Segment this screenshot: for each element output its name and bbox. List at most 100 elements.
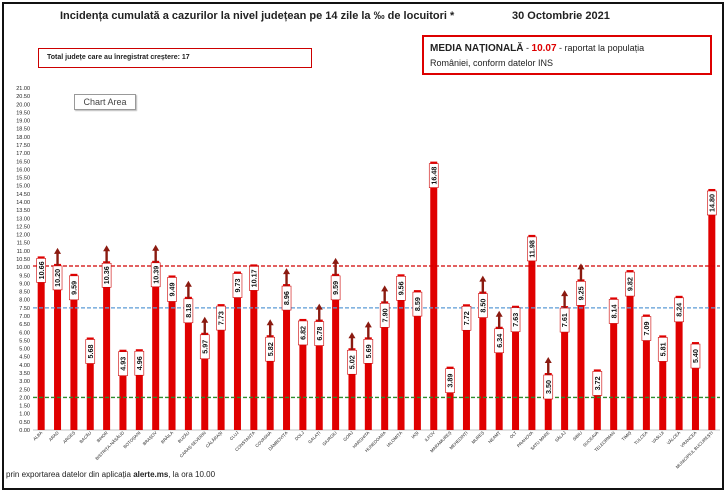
data-label: 3.72 (592, 371, 603, 396)
bar (544, 373, 552, 430)
category-label: DOLJ (294, 430, 305, 441)
bar (462, 304, 470, 430)
data-label-text: 7.90 (380, 308, 389, 322)
data-label-box (167, 277, 177, 302)
category-label: BISTRIȚA-NĂSĂUD (94, 430, 125, 461)
bar (512, 305, 520, 430)
data-label-box (396, 276, 406, 301)
data-label: 9.49 (167, 277, 177, 302)
data-label-text: 9.25 (577, 286, 586, 300)
data-label: 16.48 (428, 163, 439, 188)
data-label-box (134, 350, 145, 376)
data-label-text: 8.14 (609, 304, 618, 318)
y-tick-label: 12.00 (16, 233, 30, 239)
y-tick-label: 20.50 (16, 94, 30, 100)
data-label: 8.96 (281, 285, 292, 311)
y-tick-label: 10.50 (16, 257, 30, 263)
increase-arrow-head (283, 268, 291, 275)
category-label: BRAȘOV (142, 430, 158, 446)
bar (217, 304, 225, 430)
y-tick-label: 5.00 (19, 347, 30, 353)
data-label: 5.68 (85, 339, 96, 364)
data-label: 8.14 (608, 299, 619, 324)
data-label-box (363, 339, 374, 364)
data-label-box (36, 258, 46, 283)
category-label: ARGEȘ (62, 430, 76, 444)
data-label-text: 6.82 (298, 326, 307, 340)
bar (397, 274, 405, 430)
data-label: 7.61 (559, 307, 570, 333)
increase-arrow-head (332, 257, 340, 264)
data-label-text: 8.96 (282, 291, 291, 305)
data-label: 4.96 (134, 350, 145, 376)
data-label-text: 10.36 (102, 266, 111, 284)
data-label-text: 5.81 (658, 342, 667, 356)
bar (659, 335, 667, 430)
chart-title: Incidența cumulată a cazurilor la nivel … (60, 10, 455, 22)
increase-arrow-head (54, 247, 62, 254)
data-label-box (281, 285, 292, 311)
bar (119, 349, 127, 430)
category-label: BIHOR (96, 430, 109, 443)
national-average-source: României, conform datelor INS (430, 58, 554, 68)
category-label: TULCEA (633, 430, 649, 446)
increase-arrow-head (364, 321, 372, 328)
y-tick-label: 18.50 (16, 127, 30, 133)
data-label-box (52, 265, 63, 291)
data-label: 4.93 (118, 351, 128, 377)
category-label: GALAȚI (307, 430, 321, 444)
data-label: 10.66 (36, 258, 46, 283)
category-label: GORJ (342, 430, 354, 442)
national-average-value: 10.07 (531, 43, 557, 54)
increase-arrow-head (266, 319, 274, 326)
bar (626, 270, 634, 430)
data-label: 6.82 (298, 320, 308, 346)
data-label-text: 9.56 (397, 281, 406, 295)
y-tick-label: 13.50 (16, 208, 30, 214)
data-label: 7.09 (641, 316, 652, 341)
data-label-text: 9.49 (168, 282, 177, 296)
data-label-box (101, 262, 112, 288)
y-tick-label: 0.00 (19, 428, 30, 434)
increase-arrow-head (577, 263, 585, 270)
data-label: 9.82 (625, 271, 635, 297)
national-average-label: MEDIA NAȚIONALĂ (430, 43, 524, 54)
category-label: ALBA (32, 430, 43, 441)
y-tick-label: 13.00 (16, 216, 30, 222)
data-label: 8.18 (183, 298, 194, 324)
bar (495, 326, 503, 430)
y-tick-label: 3.50 (19, 371, 30, 377)
data-label-text: 6.78 (315, 327, 324, 341)
data-label: 14.80 (707, 190, 717, 216)
data-label-box (559, 307, 570, 333)
y-tick-label: 9.00 (19, 281, 30, 287)
data-label-box (347, 349, 357, 375)
bar (675, 295, 683, 430)
category-label: SĂLAJ (554, 430, 567, 443)
footer-note: prin exportarea datelor din aplicația al… (6, 470, 215, 479)
category-label: GIURGIU (321, 430, 338, 447)
report-date: 30 Octombrie 2021 (512, 10, 610, 22)
data-label-text: 3.50 (544, 380, 553, 394)
bar (86, 337, 94, 430)
y-tick-label: 3.00 (19, 379, 30, 385)
data-label-text: 16.48 (429, 167, 438, 185)
data-label-text: 5.40 (691, 349, 700, 363)
bar (54, 263, 62, 430)
data-label-text: 5.02 (348, 355, 357, 369)
bar (283, 284, 291, 430)
national-average-sep: - (523, 43, 532, 53)
data-label-box (428, 163, 439, 188)
data-label-text: 9.82 (626, 277, 635, 291)
data-label-text: 5.69 (364, 344, 373, 358)
data-label-box (85, 339, 96, 364)
data-label: 10.36 (101, 262, 112, 288)
bar (233, 271, 241, 430)
chart-area-tooltip: Chart Area (74, 94, 136, 110)
increase-arrow-head (479, 275, 487, 282)
increase-arrow-head (381, 285, 389, 292)
footer-prefix: prin exportarea datelor din aplicația (6, 470, 134, 479)
data-label: 9.25 (576, 281, 586, 306)
national-average-box: MEDIA NAȚIONALĂ - 10.07 - raportat la po… (422, 35, 712, 75)
footer-app: alerte.ms (133, 470, 169, 479)
